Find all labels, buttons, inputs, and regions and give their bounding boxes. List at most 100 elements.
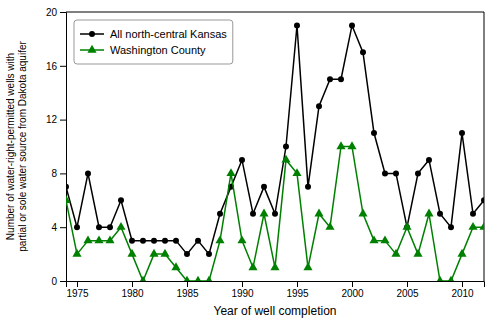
tick-label: 8: [51, 168, 57, 179]
legend-marker: [89, 31, 95, 37]
tick: 1990: [231, 281, 254, 299]
marker: [193, 276, 202, 281]
tick: 1980: [121, 281, 144, 299]
marker: [215, 235, 224, 243]
x-axis-title: Year of well completion: [214, 304, 337, 318]
marker: [140, 238, 146, 244]
legend-label: Washington County: [110, 44, 206, 56]
tick-mark: [297, 281, 298, 287]
marker: [283, 144, 289, 150]
series-markers: [66, 141, 484, 281]
marker: [151, 238, 157, 244]
marker: [371, 130, 377, 136]
tick-mark: [242, 281, 243, 287]
marker: [358, 208, 367, 216]
tick-mark: [60, 173, 66, 174]
tick: 2005: [396, 281, 419, 299]
tick-label: 0: [51, 276, 57, 287]
marker: [105, 235, 114, 243]
tick-mark: [60, 227, 66, 228]
marker: [160, 249, 169, 257]
tick-label: 1985: [176, 288, 199, 299]
marker: [303, 262, 312, 270]
marker: [138, 276, 147, 281]
marker: [129, 238, 135, 244]
marker: [217, 211, 223, 217]
marker: [83, 235, 92, 243]
tick-mark: [77, 281, 78, 287]
marker: [116, 222, 125, 230]
tick-mark: [187, 281, 188, 287]
legend-box: [74, 20, 233, 64]
y-axis-title: Number of water-right-permitted wells wi…: [5, 41, 28, 252]
tick: 20: [46, 7, 66, 18]
marker: [149, 249, 158, 257]
tick: 16: [46, 61, 66, 72]
marker: [457, 249, 466, 257]
frame-line: [484, 12, 485, 281]
tick-label: 1975: [66, 288, 89, 299]
marker: [435, 276, 444, 281]
marker: [171, 262, 180, 270]
marker: [380, 235, 389, 243]
marker: [226, 168, 235, 176]
marker: [206, 251, 212, 257]
tick-label: 1995: [286, 288, 309, 299]
marker: [239, 157, 245, 163]
tick-mark: [462, 281, 463, 287]
tick-label: 4: [51, 222, 57, 233]
legend: All north-central Kansas Washington Count…: [74, 20, 233, 64]
marker: [481, 197, 484, 203]
tick: 4: [51, 222, 66, 233]
marker: [347, 141, 356, 149]
marker: [107, 224, 113, 230]
marker: [426, 157, 432, 163]
tick-label: 1980: [121, 288, 144, 299]
marker: [316, 103, 322, 109]
marker: [127, 249, 136, 257]
marker: [470, 211, 476, 217]
tick: 0: [51, 276, 66, 287]
marker: [204, 276, 213, 281]
tick: 12: [46, 114, 66, 125]
marker: [338, 76, 344, 82]
marker: [468, 222, 477, 230]
marker: [281, 155, 290, 163]
tick: 2010: [451, 281, 474, 299]
marker: [85, 170, 91, 176]
marker: [402, 222, 411, 230]
marker: [349, 22, 355, 28]
tick: 1995: [286, 281, 309, 299]
legend-item: All north-central Kansas: [80, 28, 227, 40]
tick-label: 16: [46, 61, 58, 72]
marker: [382, 170, 388, 176]
tick-label: 12: [46, 114, 58, 125]
marker: [195, 238, 201, 244]
series-line: [66, 147, 484, 282]
tick-label: 20: [46, 7, 58, 18]
marker: [294, 22, 300, 28]
axis-line: [60, 13, 67, 282]
marker: [424, 208, 433, 216]
tick-mark: [60, 281, 66, 282]
marker: [250, 211, 256, 217]
tick-label: 2000: [341, 288, 364, 299]
marker: [446, 276, 455, 281]
tick-label: 2005: [396, 288, 419, 299]
legend-item: Washington County: [80, 44, 206, 56]
marker: [393, 170, 399, 176]
tick-mark: [60, 12, 66, 13]
marker: [270, 262, 279, 270]
marker: [237, 235, 246, 243]
tick-label: 2010: [451, 288, 474, 299]
x-axis: 1975 1980 1985 1990 1995 2000 2005 2010: [66, 281, 484, 299]
frame-line: [66, 12, 484, 13]
marker: [173, 238, 179, 244]
axis-line: [67, 282, 485, 288]
marker: [336, 141, 345, 149]
marker: [314, 208, 323, 216]
tick-label: 1990: [231, 288, 254, 299]
marker: [272, 211, 278, 217]
tick: 2000: [341, 281, 364, 299]
marker: [162, 238, 168, 244]
